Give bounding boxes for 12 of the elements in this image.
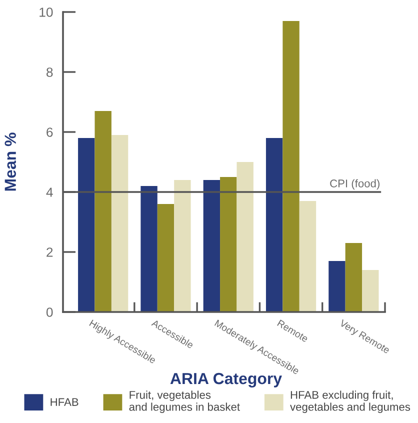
x-axis-title: ARIA Category (170, 372, 282, 388)
y-tick-label: 10 (40, 8, 53, 17)
legend-label: HFAB (50, 398, 78, 406)
y-tick-label: 2 (46, 248, 53, 257)
ref-line-label: CPI (food) (330, 179, 380, 190)
y-tick-label: 6 (46, 128, 53, 137)
y-axis-title: Mean % (4, 132, 16, 191)
y-tick-label: 0 (46, 308, 53, 317)
y-tick-label: 4 (46, 188, 53, 197)
legend-label: Fruit, vegetables and legumes in basket (129, 390, 240, 413)
legend-label: HFAB excluding fruit, vegetables and legumes (290, 390, 410, 413)
y-tick-label: 8 (46, 68, 53, 77)
